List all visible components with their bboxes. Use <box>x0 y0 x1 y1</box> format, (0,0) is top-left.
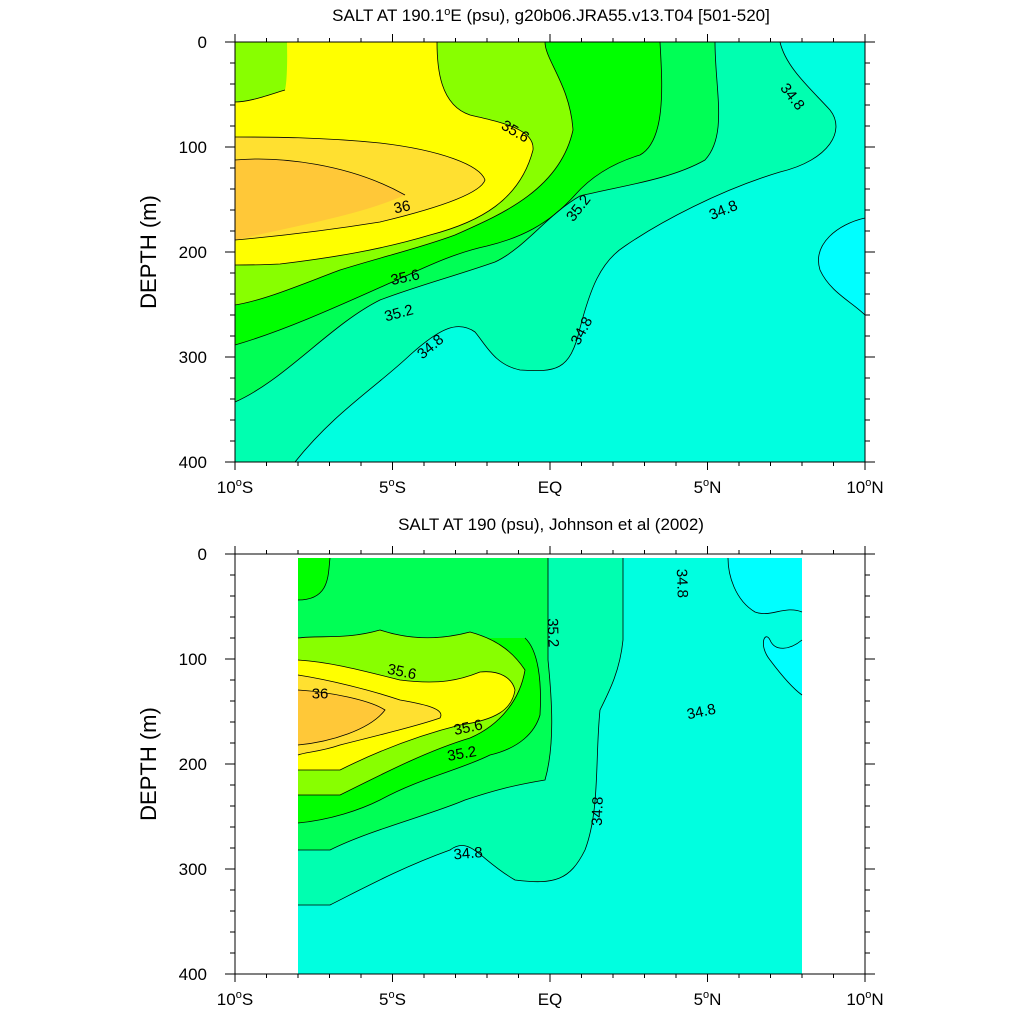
contour-fills <box>235 42 865 462</box>
y-tick-label: 100 <box>179 650 207 669</box>
contour-label: 34.8 <box>673 569 691 599</box>
contour-label: 36 <box>392 197 412 217</box>
contour-fills <box>298 558 802 974</box>
axes: 10oS 5oS EQ 5oN 10oN 0 100 200 300 400 <box>179 545 884 1009</box>
contour-label: 34.8 <box>453 844 484 863</box>
contour-lines <box>234 41 866 463</box>
fill-gt36.0 <box>298 690 385 745</box>
panel-title: SALT AT 190 (psu), Johnson et al (2002) <box>398 515 704 534</box>
contour-label: 35.2 <box>544 618 562 648</box>
contour-label: 35.6 <box>386 661 418 684</box>
panel-model-salinity: SALT AT 190.1oE (psu), g20b06.JRA55.v13.… <box>136 6 884 497</box>
x-tick-label: EQ <box>538 990 563 1009</box>
y-tick-label: 300 <box>179 348 207 367</box>
y-tick-label: 0 <box>198 33 207 52</box>
y-tick-label: 400 <box>179 453 207 472</box>
contour-label: 35.6 <box>452 716 484 739</box>
contour-labels: 35.6 36 35.6 35.2 35.2 34.8 34.8 34.8 34.8 <box>312 569 718 864</box>
contour-label: 35.2 <box>446 743 478 765</box>
contour-label: 34.8 <box>589 796 607 826</box>
y-axis-label: DEPTH (m) <box>136 707 161 821</box>
y-axis-label: DEPTH (m) <box>136 195 161 309</box>
axes: 10oS 5oS EQ 5oN 10oN 0 100 200 300 400 <box>179 33 884 497</box>
panel-title: SALT AT 190.1oE (psu), g20b06.JRA55.v13.… <box>332 6 770 25</box>
contour-label: 36 <box>312 686 329 703</box>
contour-label: 35.6 <box>389 266 421 289</box>
y-tick-label: 0 <box>198 545 207 564</box>
x-tick-label: 5oS <box>379 477 406 497</box>
x-tick-label: 5oN <box>694 477 722 497</box>
contour-lines <box>297 557 803 906</box>
x-tick-label: 10oS <box>217 989 253 1009</box>
x-tick-label: 5oS <box>379 989 406 1009</box>
x-tick-label: 10oS <box>217 477 253 497</box>
panel-observed-salinity: SALT AT 190 (psu), Johnson et al (2002) <box>136 515 884 1009</box>
x-tick-label: 5oN <box>694 989 722 1009</box>
y-tick-label: 200 <box>179 755 207 774</box>
fill-gt36.0 <box>235 159 405 240</box>
x-tick-label: EQ <box>538 478 563 497</box>
y-tick-label: 300 <box>179 860 207 879</box>
contour-label: 35.2 <box>383 301 416 325</box>
y-tick-label: 200 <box>179 243 207 262</box>
y-tick-label: 400 <box>179 965 207 984</box>
contour-label: 34.8 <box>685 701 717 724</box>
x-tick-label: 10oN <box>846 477 883 497</box>
x-tick-label: 10oN <box>846 989 883 1009</box>
y-tick-label: 100 <box>179 138 207 157</box>
